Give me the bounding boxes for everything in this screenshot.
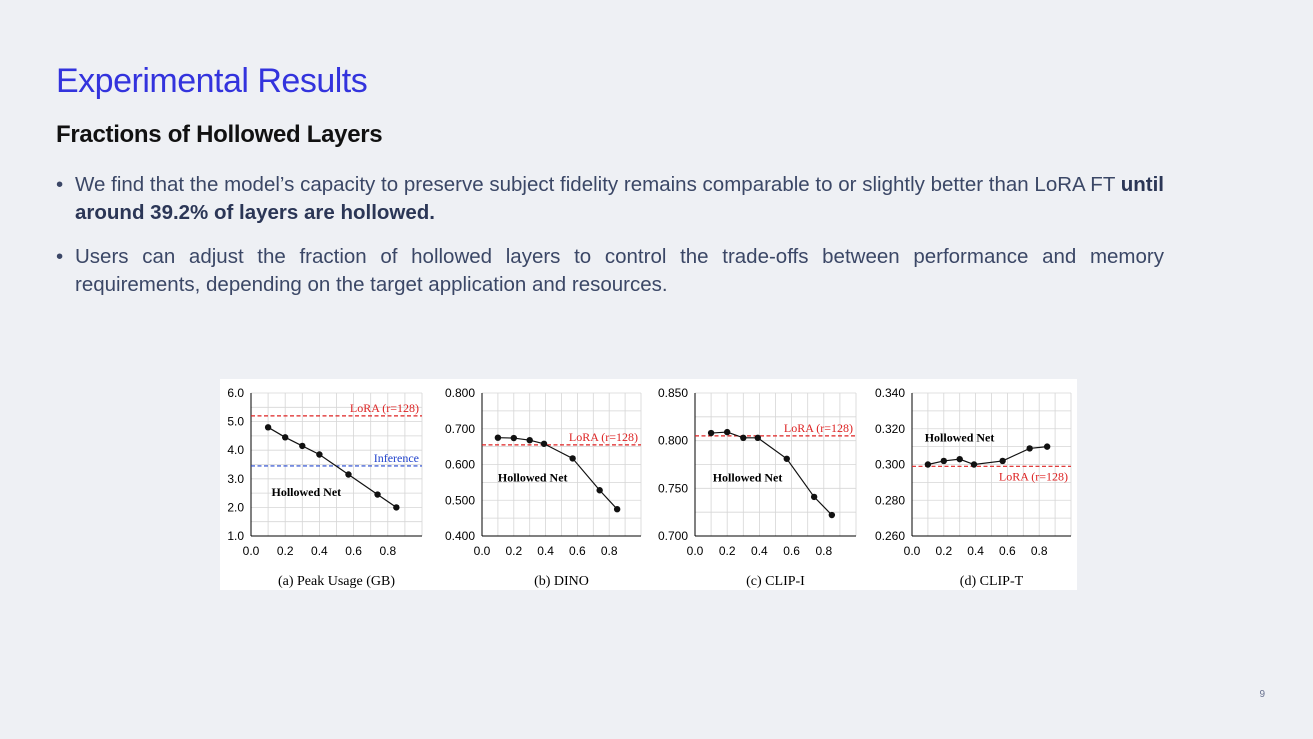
bullet-item: • Users can adjust the fraction of hollo… bbox=[56, 243, 1164, 299]
y-tick-label: 0.700 bbox=[658, 529, 688, 543]
y-tick-label: 6.0 bbox=[227, 386, 244, 400]
x-tick-label: 0.0 bbox=[243, 544, 260, 558]
data-point bbox=[783, 455, 790, 462]
data-point bbox=[613, 505, 621, 513]
data-point bbox=[526, 436, 533, 444]
data-point bbox=[970, 461, 978, 468]
y-tick-label: 0.850 bbox=[658, 386, 688, 400]
data-point bbox=[740, 434, 747, 442]
y-tick-label: 0.300 bbox=[875, 458, 905, 472]
data-point bbox=[510, 434, 517, 442]
data-point bbox=[540, 440, 548, 447]
lora-label: LoRA (r=128) bbox=[569, 430, 638, 444]
chart-caption: (a) Peak Usage (GB) bbox=[278, 574, 395, 589]
data-point bbox=[810, 493, 818, 501]
x-tick-label: 0.4 bbox=[537, 544, 554, 558]
series-label: Hollowed Net bbox=[925, 431, 995, 445]
data-point bbox=[345, 471, 352, 478]
chart-panel-2: 0.400 0.500 0.600 0.700 0.800 0.0 0.2 0.4 0.6 0.8… bbox=[445, 386, 642, 589]
lora-label: LoRA (r=128) bbox=[350, 401, 419, 415]
x-tick-label: 0.4 bbox=[967, 544, 984, 558]
data-point bbox=[1026, 445, 1033, 452]
bullet-dot: • bbox=[56, 173, 64, 196]
data-point bbox=[316, 451, 323, 458]
chart-panel-3: 0.700 0.750 0.800 0.850 0.0 0.2 0.4 0.6 0.8 LoRA … bbox=[658, 386, 857, 589]
y-tick-label: 2.0 bbox=[227, 500, 244, 514]
data-point bbox=[1043, 443, 1051, 450]
y-tick-label: 0.800 bbox=[658, 434, 688, 448]
data-point bbox=[828, 511, 836, 519]
data-point bbox=[374, 491, 381, 498]
data-point bbox=[924, 461, 932, 468]
section-subtitle: Fractions of Hollowed Layers bbox=[56, 121, 383, 148]
x-tick-label: 0.2 bbox=[935, 544, 952, 558]
x-tick-label: 0.4 bbox=[311, 544, 328, 558]
y-tick-label: 0.750 bbox=[658, 481, 688, 495]
x-tick-label: 0.4 bbox=[751, 544, 768, 558]
bullet-dot: • bbox=[56, 245, 64, 268]
data-point bbox=[596, 487, 603, 494]
x-tick-label: 0.8 bbox=[379, 544, 396, 558]
data-point bbox=[393, 504, 400, 511]
data-point bbox=[956, 455, 963, 463]
x-tick-label: 0.2 bbox=[505, 544, 522, 558]
charts-svg: 1.0 2.0 3.0 4.0 5.0 6.0 0.0 0.2 0.4 0.6 0.8 LoRA (r… bbox=[227, 386, 1072, 589]
chart-caption: (c) CLIP-I bbox=[746, 574, 805, 589]
series-label: Hollowed Net bbox=[272, 485, 342, 499]
chart-panel-4: 0.260 0.280 0.300 0.320 0.340 0.0 0.2 0.4 0.6 0.8… bbox=[875, 386, 1072, 589]
y-tick-label: 0.500 bbox=[445, 493, 475, 507]
y-tick-label: 1.0 bbox=[227, 529, 244, 543]
chart-panel-1: 1.0 2.0 3.0 4.0 5.0 6.0 0.0 0.2 0.4 0.6 0.8 LoRA (r… bbox=[227, 386, 423, 589]
y-tick-label: 0.320 bbox=[875, 422, 905, 436]
x-tick-label: 0.2 bbox=[719, 544, 736, 558]
x-tick-label: 0.8 bbox=[1031, 544, 1048, 558]
data-point bbox=[707, 429, 715, 437]
lora-label: LoRA (r=128) bbox=[784, 421, 853, 435]
data-point bbox=[494, 434, 502, 441]
data-point bbox=[999, 457, 1006, 465]
y-tick-label: 0.260 bbox=[875, 529, 905, 543]
y-tick-label: 0.600 bbox=[445, 458, 475, 472]
data-point bbox=[282, 434, 289, 441]
x-tick-label: 0.2 bbox=[277, 544, 294, 558]
bullet-list: • We find that the model’s capacity to p… bbox=[56, 171, 1164, 315]
data-point bbox=[940, 457, 947, 465]
x-tick-label: 0.6 bbox=[783, 544, 800, 558]
data-point bbox=[299, 442, 306, 450]
series-label: Hollowed Net bbox=[713, 471, 783, 485]
data-point bbox=[569, 455, 576, 462]
x-tick-label: 0.0 bbox=[904, 544, 921, 558]
page-number: 9 bbox=[1259, 689, 1265, 700]
data-point bbox=[754, 434, 761, 442]
y-tick-label: 3.0 bbox=[227, 472, 244, 486]
lora-label: LoRA (r=128) bbox=[999, 469, 1068, 483]
bullet-text: Users can adjust the fraction of hollowe… bbox=[75, 245, 1164, 296]
bullet-item: • We find that the model’s capacity to p… bbox=[56, 171, 1164, 227]
results-figure: 1.0 2.0 3.0 4.0 5.0 6.0 0.0 0.2 0.4 0.6 0.8 LoRA (r… bbox=[220, 379, 1077, 590]
x-tick-label: 0.8 bbox=[815, 544, 832, 558]
series-label: Hollowed Net bbox=[498, 471, 568, 485]
x-tick-label: 0.6 bbox=[345, 544, 362, 558]
x-tick-label: 0.0 bbox=[474, 544, 491, 558]
chart-caption: (b) DINO bbox=[534, 574, 589, 589]
y-tick-label: 5.0 bbox=[227, 415, 244, 429]
y-tick-label: 0.340 bbox=[875, 386, 905, 400]
y-tick-label: 0.700 bbox=[445, 422, 475, 436]
inference-label: Inference bbox=[374, 451, 419, 465]
data-point bbox=[264, 424, 272, 431]
data-point bbox=[724, 428, 731, 436]
y-tick-label: 4.0 bbox=[227, 443, 244, 457]
y-tick-label: 0.280 bbox=[875, 493, 905, 507]
x-tick-label: 0.0 bbox=[687, 544, 704, 558]
bullet-bold-text: until around 39.2% of layers are hollowe… bbox=[75, 173, 1164, 224]
chart-caption: (d) CLIP-T bbox=[960, 574, 1024, 589]
bullet-text: We find that the model’s capacity to pre… bbox=[75, 173, 1121, 196]
y-tick-label: 0.800 bbox=[445, 386, 475, 400]
x-tick-label: 0.8 bbox=[601, 544, 618, 558]
x-tick-label: 0.6 bbox=[999, 544, 1016, 558]
slide-title: Experimental Results bbox=[56, 62, 368, 100]
x-tick-label: 0.6 bbox=[569, 544, 586, 558]
y-tick-label: 0.400 bbox=[445, 529, 475, 543]
